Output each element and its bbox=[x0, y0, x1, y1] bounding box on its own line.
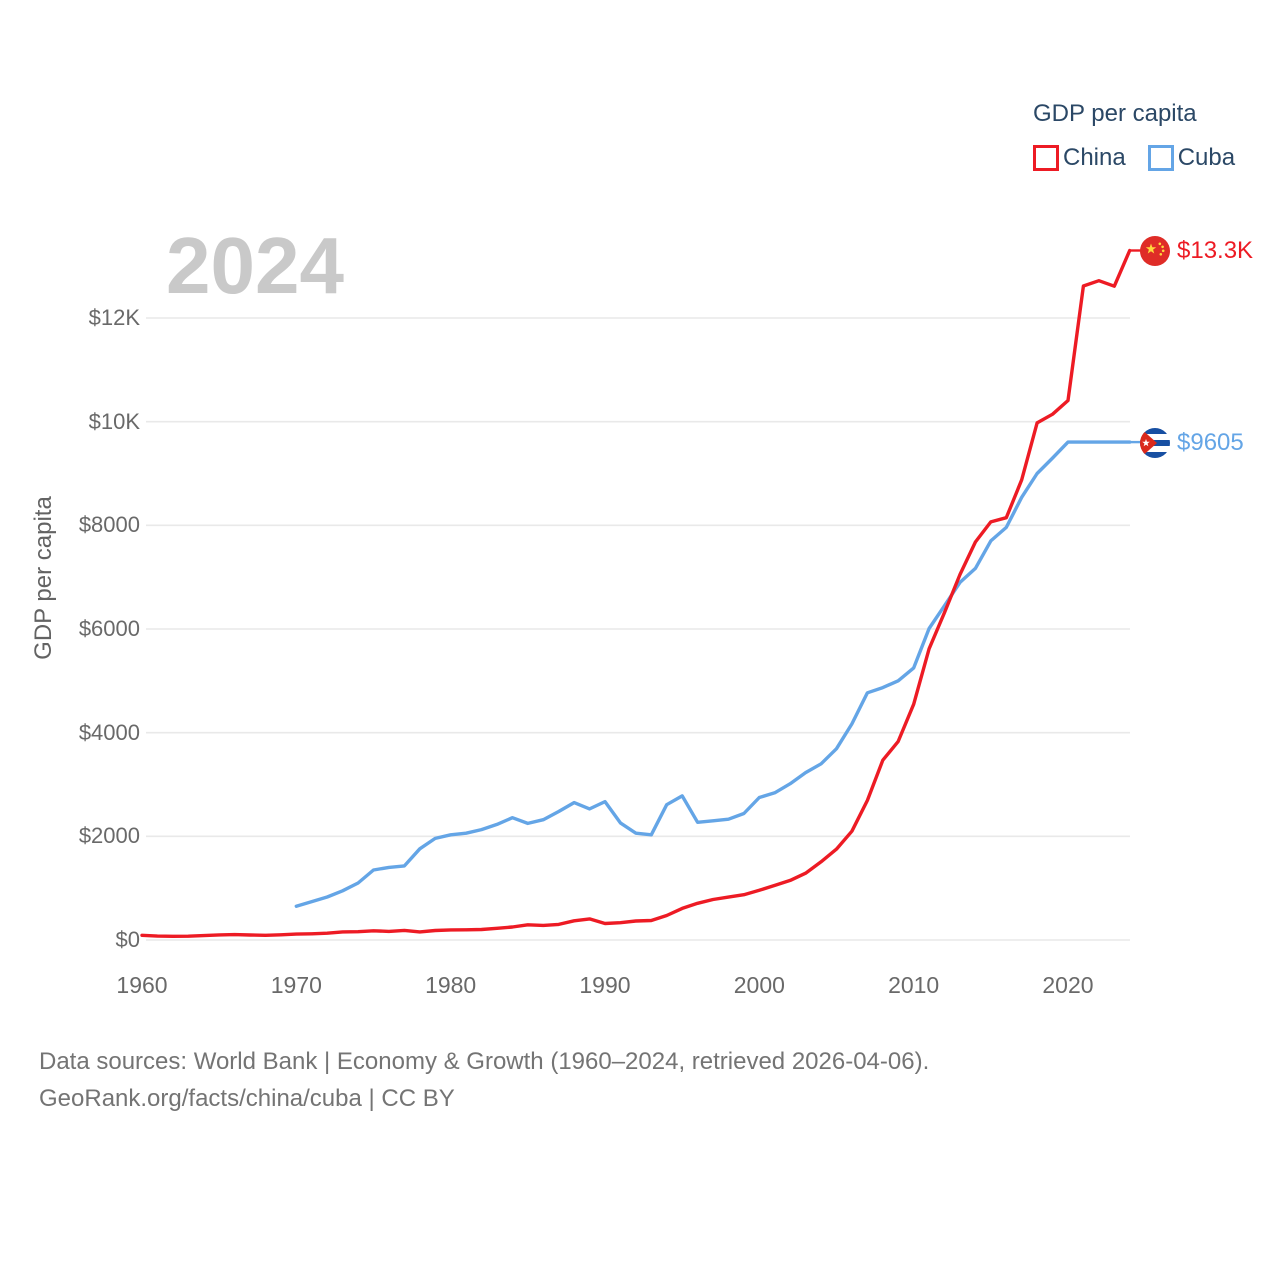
x-tick-label: 2010 bbox=[888, 972, 940, 998]
legend-item-china: China bbox=[1033, 144, 1126, 172]
china-end-label: $13.3K bbox=[1140, 236, 1253, 266]
y-tick-label: $2000 bbox=[78, 823, 140, 849]
legend-items: China Cuba bbox=[1033, 144, 1235, 172]
y-tick-label: $12K bbox=[88, 305, 140, 330]
legend-item-cuba-label: Cuba bbox=[1177, 144, 1236, 171]
y-tick-label: $10K bbox=[88, 408, 140, 434]
x-tick-label: 1990 bbox=[579, 972, 631, 998]
cuba-swatch-icon bbox=[1147, 145, 1174, 171]
x-tick-label: 1980 bbox=[425, 972, 477, 998]
legend-item-cuba: Cuba bbox=[1147, 144, 1236, 172]
footer-sources-line: Data sources: World Bank | Economy & Gro… bbox=[39, 1048, 930, 1075]
x-tick-label: 1970 bbox=[270, 972, 322, 998]
year-watermark: 2024 bbox=[166, 221, 344, 310]
y-tick-label: $8000 bbox=[78, 512, 140, 538]
y-tick-label: $4000 bbox=[78, 719, 140, 745]
y-tick-label: $6000 bbox=[78, 616, 140, 641]
legend-title: GDP per capita bbox=[1033, 100, 1197, 127]
china-value-label: $13.3K bbox=[1177, 237, 1254, 264]
y-tick-label: $0 bbox=[115, 927, 140, 952]
cuba-line bbox=[294, 440, 1132, 908]
footer-attribution-line: GeoRank.org/facts/china/cuba | CC BY bbox=[39, 1085, 455, 1112]
china-line bbox=[140, 248, 1132, 938]
x-tick-label: 2000 bbox=[733, 972, 785, 998]
cuba-flag-icon bbox=[1140, 428, 1170, 458]
china-flag-icon bbox=[1140, 236, 1170, 266]
legend-item-china-label: China bbox=[1063, 144, 1126, 171]
x-tick-label: 2020 bbox=[1042, 972, 1094, 998]
cuba-value-label: $9605 bbox=[1177, 429, 1244, 456]
china-swatch-icon bbox=[1033, 145, 1059, 171]
cuba-end-label: $9605 bbox=[1140, 428, 1244, 458]
x-tick-label: 1960 bbox=[116, 972, 168, 998]
legend: GDP per capita China Cuba bbox=[1033, 100, 1235, 172]
footer: Data sources: World Bank | Economy & Gro… bbox=[39, 1043, 929, 1117]
